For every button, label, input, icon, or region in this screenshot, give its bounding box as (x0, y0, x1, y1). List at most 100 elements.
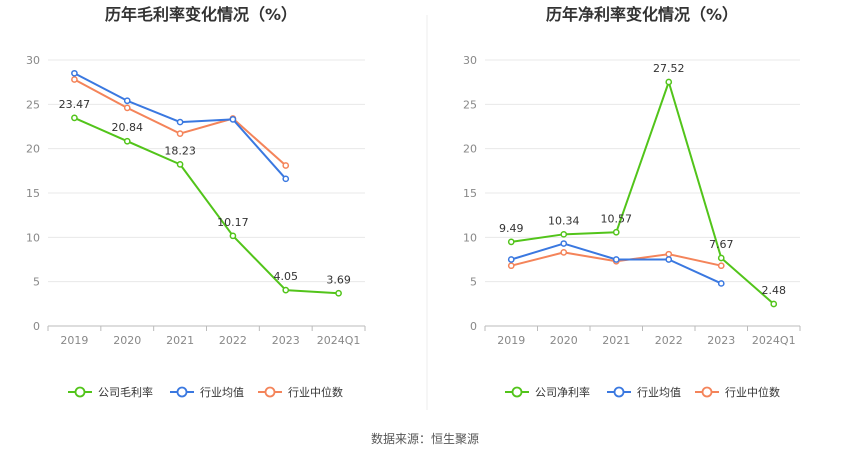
x-tick-label: 2019 (60, 334, 88, 347)
x-tick-label: 2024Q1 (752, 334, 796, 347)
y-tick-label: 0 (470, 320, 477, 333)
data-point (717, 254, 725, 262)
gross-margin-chart: 历年毛利率变化情况（%） 0 5 10 15 20 25 30 2019 2020 2021 2022… (26, 5, 366, 399)
series-company: 9.49 10.34 10.57 27.52 7.67 2.48 (499, 62, 787, 308)
data-label: 23.47 (59, 98, 91, 111)
y-tick-label: 20 (26, 143, 40, 156)
series-line (74, 116, 339, 295)
data-point (717, 280, 725, 287)
data-label: 20.84 (112, 121, 144, 134)
data-label: 7.67 (709, 238, 734, 251)
data-label: 10.57 (601, 212, 633, 225)
data-point (560, 240, 568, 247)
x-tick-label: 2024Q1 (317, 334, 361, 347)
data-point (123, 97, 131, 105)
series-industry-average (507, 240, 725, 287)
x-tick-label: 2020 (550, 334, 578, 347)
y-tick-label: 25 (463, 98, 477, 111)
x-tick-label: 2023 (707, 334, 735, 347)
data-point (560, 249, 568, 256)
y-tick-label: 15 (26, 187, 40, 200)
series-industry-median (71, 76, 290, 169)
series-line (511, 80, 775, 305)
data-label: 27.52 (653, 62, 685, 75)
data-point (282, 286, 290, 294)
legend-marker (74, 386, 86, 398)
data-point (507, 238, 515, 246)
data-point (665, 78, 673, 86)
data-label: 4.05 (274, 270, 299, 283)
data-point (507, 262, 515, 270)
y-tick-label: 0 (33, 320, 40, 333)
data-label: 3.69 (326, 273, 351, 286)
data-point (507, 256, 515, 263)
data-label: 18.23 (164, 144, 196, 157)
legend-item: 行业均值 (607, 386, 681, 399)
y-tick-label: 20 (463, 143, 477, 156)
y-tick-label: 15 (463, 187, 477, 200)
data-point (612, 256, 620, 263)
data-point (176, 118, 184, 126)
x-tick-label: 2019 (497, 334, 525, 347)
net-margin-chart: 历年净利率变化情况（%） 0 5 10 15 20 25 30 2019 2020 2021 2022… (463, 5, 801, 399)
data-point (282, 162, 290, 169)
legend-item: 公司净利率 (505, 385, 590, 399)
legend-label: 行业均值 (637, 386, 681, 399)
data-point (176, 161, 184, 168)
chart-title: 历年毛利率变化情况（%） (105, 5, 297, 24)
x-tick-label: 2022 (655, 334, 683, 347)
data-label: 10.34 (548, 214, 580, 227)
data-point (717, 262, 725, 270)
data-point (71, 76, 78, 83)
y-tick-label: 10 (26, 231, 40, 244)
legend-marker (264, 386, 276, 398)
legend-marker (613, 386, 625, 398)
x-tick-label: 2021 (166, 334, 194, 347)
data-point (665, 250, 673, 258)
legend-label: 行业中位数 (288, 385, 343, 399)
data-point (123, 104, 131, 112)
y-tick-label: 5 (470, 276, 477, 289)
data-point (176, 130, 184, 137)
y-tick-label: 30 (463, 54, 477, 67)
x-tick-label: 2022 (219, 334, 247, 347)
data-point (770, 300, 778, 308)
y-tick-label: 25 (26, 98, 40, 111)
legend-marker (511, 386, 523, 398)
data-label: 2.48 (762, 284, 787, 297)
data-label: 9.49 (499, 222, 524, 235)
legend-marker (176, 386, 188, 398)
legend-marker (701, 386, 713, 398)
legend-item: 行业均值 (170, 386, 244, 399)
legend-item: 行业中位数 (258, 385, 343, 399)
x-tick-label: 2020 (113, 334, 141, 347)
legend-label: 行业均值 (200, 386, 244, 399)
legend-item: 行业中位数 (695, 385, 780, 399)
legend-label: 行业中位数 (725, 385, 780, 399)
data-point (665, 256, 673, 263)
data-point (229, 116, 237, 123)
data-point (560, 230, 568, 238)
series-company: 23.47 20.84 18.23 10.17 4.05 3.69 (59, 98, 351, 297)
y-tick-label: 10 (463, 231, 477, 244)
y-tick-label: 30 (26, 54, 40, 67)
series-industry-average (71, 69, 290, 183)
legend-label: 公司净利率 (535, 385, 590, 399)
legend-label: 公司毛利率 (98, 385, 153, 399)
x-tick-label: 2023 (272, 334, 300, 347)
data-label: 10.17 (217, 216, 249, 229)
data-point (229, 232, 237, 240)
data-point (335, 289, 342, 297)
data-point (123, 137, 131, 145)
data-point (612, 228, 620, 236)
data-point (282, 175, 290, 183)
y-tick-label: 5 (33, 276, 40, 289)
chart-title: 历年净利率变化情况（%） (546, 5, 738, 24)
legend-item: 公司毛利率 (68, 385, 153, 399)
x-tick-label: 2021 (602, 334, 630, 347)
data-source-label: 数据来源：恒生聚源 (371, 431, 479, 446)
data-point (71, 114, 78, 122)
data-point (71, 69, 78, 77)
